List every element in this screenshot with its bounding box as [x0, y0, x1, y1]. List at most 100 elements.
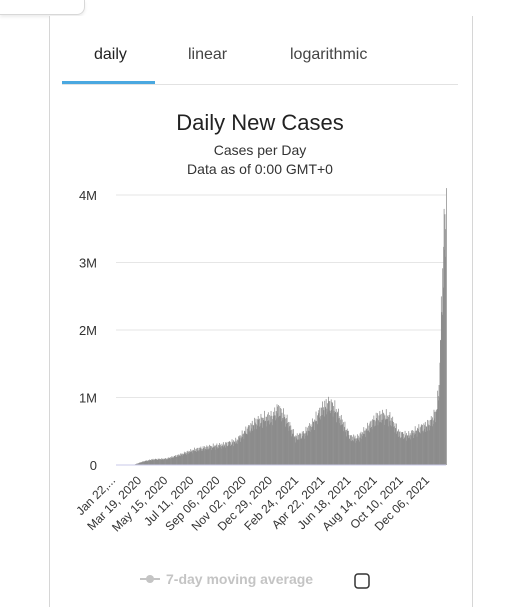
legend-moving-average[interactable]: 7-day moving average: [140, 571, 313, 587]
daily-bar: [289, 422, 291, 465]
daily-bar: [271, 422, 272, 465]
daily-bar: [301, 439, 303, 465]
daily-bar: [333, 410, 335, 465]
data-bars: [116, 188, 447, 465]
daily-bar: [239, 441, 241, 465]
daily-bar: [236, 443, 238, 465]
daily-bar: [345, 432, 346, 465]
daily-bar: [230, 442, 232, 465]
daily-bar: [389, 412, 391, 465]
daily-bar: [275, 411, 277, 465]
daily-bar: [412, 438, 414, 465]
daily-bar: [329, 413, 331, 465]
daily-bar: [288, 422, 289, 465]
daily-bar: [435, 422, 437, 465]
daily-bar: [367, 422, 368, 465]
daily-bar: [206, 446, 208, 465]
daily-bar: [263, 421, 265, 465]
daily-bar: [146, 460, 148, 465]
daily-bar: [138, 463, 139, 465]
daily-bar: [240, 435, 242, 465]
daily-bar: [201, 448, 203, 465]
daily-bar: [205, 447, 207, 465]
daily-bar: [418, 424, 420, 465]
daily-bar: [144, 461, 145, 465]
moving-average-checkbox[interactable]: [354, 573, 370, 589]
daily-bar: [225, 442, 226, 465]
daily-bar: [371, 429, 373, 465]
daily-bar: [150, 460, 152, 465]
daily-bar: [138, 462, 140, 465]
daily-bar: [382, 418, 384, 465]
daily-bar: [405, 436, 406, 465]
daily-bar: [152, 458, 154, 465]
daily-bar: [143, 461, 145, 465]
daily-bar: [331, 402, 333, 465]
daily-bar: [264, 420, 266, 465]
daily-bar: [267, 414, 268, 465]
daily-bar: [326, 408, 328, 465]
daily-bar: [409, 437, 411, 465]
daily-bar: [307, 435, 309, 465]
daily-bar: [374, 419, 376, 465]
daily-bar: [173, 455, 175, 465]
daily-bar: [196, 448, 198, 465]
daily-bar: [248, 425, 249, 465]
daily-bar: [204, 450, 206, 465]
daily-bar: [350, 440, 351, 465]
daily-bar: [208, 449, 210, 465]
daily-bar: [387, 426, 389, 465]
daily-bar: [143, 461, 144, 465]
daily-bar: [418, 430, 419, 465]
daily-bar: [174, 456, 176, 465]
daily-bar: [209, 448, 211, 465]
daily-bar: [270, 416, 271, 465]
daily-bar: [213, 447, 215, 465]
daily-bar: [232, 441, 234, 465]
daily-new-cases-chart: Daily New Cases Cases per Day Data as of…: [73, 110, 447, 589]
daily-bar: [227, 445, 229, 465]
daily-bar: [406, 440, 408, 465]
daily-bar: [167, 458, 169, 465]
tab-linear[interactable]: linear: [188, 46, 228, 63]
daily-bar: [402, 432, 404, 465]
daily-bar: [290, 425, 292, 465]
daily-bar: [236, 439, 238, 465]
daily-bar: [187, 450, 189, 465]
daily-bar: [170, 457, 172, 465]
daily-bar: [283, 416, 285, 465]
daily-bar: [376, 418, 377, 465]
daily-bar: [199, 447, 200, 465]
daily-bar: [285, 418, 287, 465]
daily-bar: [351, 441, 353, 465]
daily-bar: [425, 431, 427, 465]
tab-logarithmic[interactable]: logarithmic: [290, 46, 368, 63]
daily-bar: [201, 449, 203, 465]
daily-bar: [198, 450, 199, 465]
daily-bar: [273, 416, 275, 465]
daily-bar: [324, 406, 326, 465]
daily-bar: [147, 460, 149, 465]
daily-bar: [215, 444, 217, 465]
daily-bar: [384, 424, 385, 465]
tab-daily[interactable]: daily: [94, 46, 127, 63]
daily-bar: [194, 447, 195, 465]
daily-bar: [400, 438, 401, 465]
daily-bar: [289, 430, 291, 465]
daily-bar: [394, 423, 396, 465]
daily-bar: [283, 408, 284, 465]
daily-bar: [225, 443, 227, 465]
daily-bar: [288, 430, 290, 465]
daily-bar: [237, 440, 239, 465]
daily-bar: [244, 433, 246, 465]
daily-bar: [304, 433, 305, 465]
daily-bar: [439, 362, 441, 465]
daily-bar: [278, 415, 280, 465]
daily-bar: [353, 438, 355, 465]
daily-bar: [433, 409, 435, 465]
daily-bar: [237, 444, 238, 465]
legend-marker: [146, 575, 154, 583]
daily-bar: [416, 430, 417, 465]
daily-bar: [353, 434, 355, 465]
